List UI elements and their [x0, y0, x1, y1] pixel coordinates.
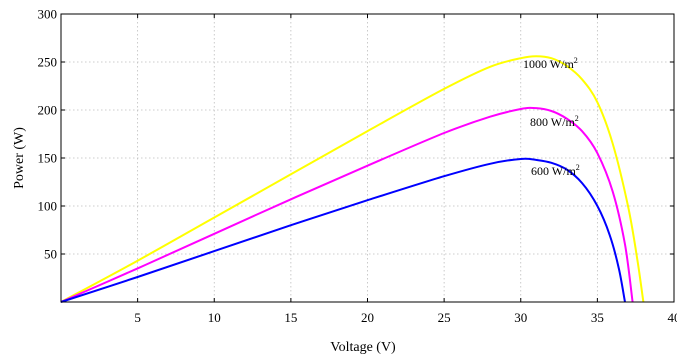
series-curves [60, 55, 645, 303]
x-tick-label: 25 [438, 310, 451, 325]
x-tick-label: 10 [208, 310, 221, 325]
grid [61, 14, 674, 302]
y-tick-label: 300 [38, 7, 58, 22]
series-label-2: 600 W/m2 [531, 163, 580, 178]
y-tick-label: 50 [44, 247, 57, 262]
series-label-0: 1000 W/m2 [523, 56, 578, 71]
series-label-1: 800 W/m2 [530, 114, 579, 129]
x-tick-label: 15 [284, 310, 297, 325]
y-tick-label: 250 [38, 55, 58, 70]
series-line-2 [60, 157, 626, 303]
y-tick-label: 100 [38, 199, 58, 214]
x-tick-label: 20 [361, 310, 374, 325]
axis-ticks: 5 10 15 20 25 30 35 40 50 100 150 200 250 300 [38, 7, 677, 326]
y-tick-label: 150 [38, 151, 58, 166]
x-axis-title: Voltage (V) [330, 340, 396, 355]
x-tick-label: 5 [134, 310, 141, 325]
x-tick-label: 40 [668, 310, 677, 325]
series-line-0 [60, 55, 645, 303]
x-tick-label: 30 [514, 310, 527, 325]
y-tick-label: 200 [38, 103, 58, 118]
x-tick-label: 35 [591, 310, 604, 325]
series-line-1 [60, 106, 634, 303]
series-labels: 1000 W/m2 800 W/m2 600 W/m2 [523, 56, 580, 178]
y-axis-title: Power (W) [12, 127, 27, 189]
